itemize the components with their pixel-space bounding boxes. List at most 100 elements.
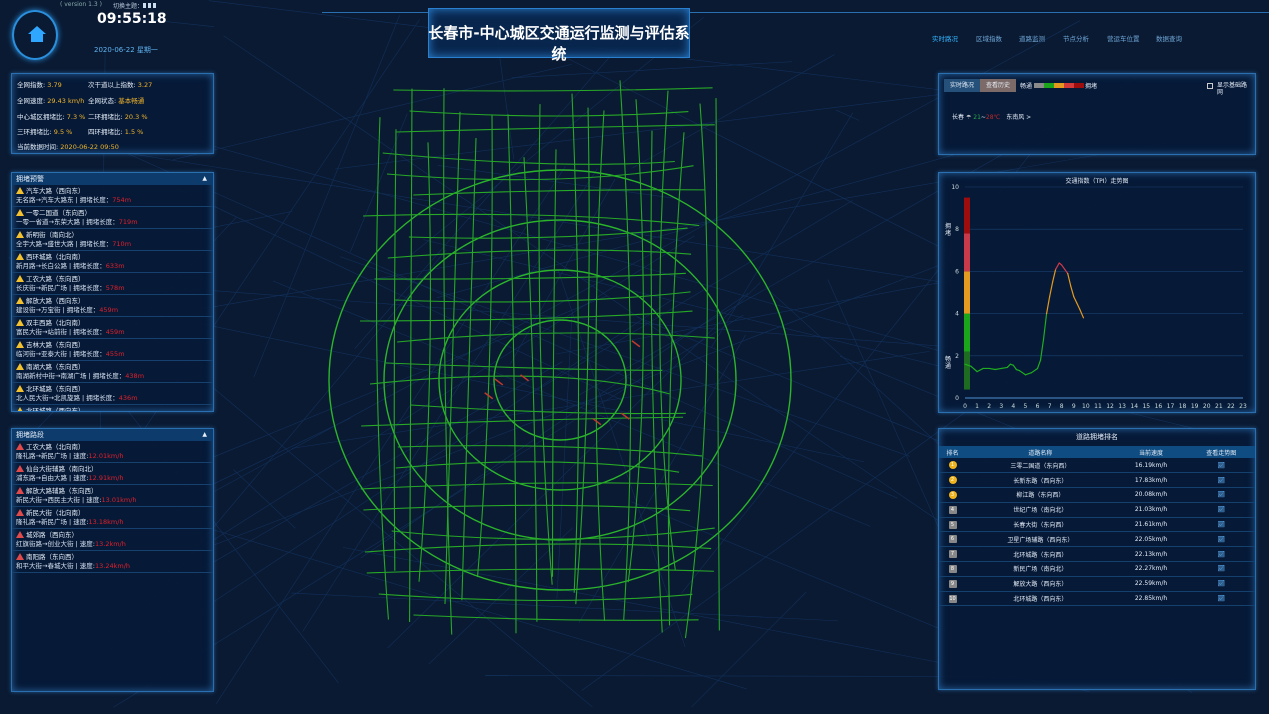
x-tick-label: 18 (1179, 403, 1187, 410)
trend-chart-icon[interactable]: 📈︎ (1217, 535, 1226, 543)
base-road (161, 20, 1081, 521)
ranking-row[interactable]: 7 北环城路（东向西） 22.13km/h 📈︎ (939, 546, 1255, 563)
secondary-index-label: 次干道以上指数: (88, 81, 136, 89)
warning-item[interactable]: 北环城路（东向西） 北人民大街→北凯旋路 | 拥堵长度：436m (12, 383, 213, 405)
base-road (113, 314, 744, 708)
warning-detail: 富民大街→站前街 | 拥堵长度：459m (16, 328, 209, 337)
trend-chart-icon[interactable]: 📈︎ (1217, 521, 1226, 529)
header-line-right (690, 12, 1269, 13)
x-tick-label: 9 (1072, 403, 1076, 410)
show-base-checkbox[interactable] (1207, 83, 1213, 89)
warning-road: 北环城路（东向西） (16, 385, 209, 394)
trend-chart-icon[interactable]: 📈︎ (1217, 580, 1226, 588)
warning-item[interactable]: 汽车大路（西向东） 无名路→汽车大路东 | 拥堵长度：754m (12, 185, 213, 207)
trend-chart-icon[interactable]: 📈︎ (1217, 461, 1226, 469)
road-segment (444, 111, 461, 604)
column-header: 道路名称 (966, 446, 1115, 458)
nav-tab-2[interactable]: 道路监测 (1019, 35, 1045, 43)
rank-cell: 1 (939, 458, 967, 474)
warning-item[interactable]: 工农大路（东向西） 长庆街→新民广场 | 拥堵长度：578m (12, 273, 213, 295)
congested-road: 工农大路（北向南） (16, 443, 209, 452)
tpi-line-segment (964, 363, 972, 367)
nav-tab-0[interactable]: 实时路况 (932, 35, 958, 43)
segment: 新民大街→西民主大街 | (16, 496, 87, 504)
length-label: 拥堵长度： (86, 394, 119, 402)
speed-value: 13.01km/h (101, 496, 137, 504)
congestion-warning-header[interactable]: 拥堵预警 ▲ (12, 173, 213, 185)
congested-list[interactable]: 工农大路（北向南） 隆礼路→新民广场 | 速度:12.01km/h 仙台大街辅路（南… (12, 441, 213, 573)
warning-item[interactable]: 北环城路（西向东） (12, 405, 213, 411)
current-speed: 22.13km/h (1114, 546, 1188, 563)
y-tick-label: 8 (955, 226, 959, 233)
road-segment (393, 129, 397, 571)
tab-history[interactable]: 查看历史 (980, 79, 1016, 92)
length-value: 754m (112, 196, 132, 204)
home-logo[interactable] (12, 10, 58, 60)
trend-cell: 📈︎ (1187, 531, 1255, 548)
ranking-row[interactable]: 8 新民广场（南向北） 22.27km/h 📈︎ (939, 561, 1255, 577)
theme-switch[interactable]: 切换主题： (113, 1, 158, 10)
road-name: 长春大街（东向西） (966, 517, 1115, 533)
warning-detail: 北人民大街→北凯旋路 | 拥堵长度：436m (16, 394, 209, 403)
road-name: 卫星广场辅路（西向东） (966, 531, 1115, 548)
warning-item[interactable]: 南湖大路（东向西） 南湖新村中街→南湖广场 | 拥堵长度：438m (12, 361, 213, 383)
trend-chart-icon[interactable]: 📈︎ (1217, 506, 1226, 514)
level-band (964, 271, 970, 314)
congested-item[interactable]: 工农大路（北向南） 隆礼路→新民广场 | 速度:12.01km/h (12, 441, 213, 463)
congested-item[interactable]: 仙台大街辅路（南向北） 浦东路→自由大路 | 速度:12.91km/h (12, 463, 213, 485)
ranking-row[interactable]: 10 北环城路（西向东） 22.85km/h 📈︎ (939, 591, 1255, 607)
road-segment (538, 104, 553, 585)
tpi-line-segment (1049, 281, 1054, 298)
ranking-row[interactable]: 4 世纪广场（南向北） 21.03km/h 📈︎ (939, 502, 1255, 518)
ranking-table: 排名 道路名称 当前速度 查看走势图 1 三零二国道（东向西） 16.19km/h 📈︎ 2 长… (939, 446, 1255, 607)
trend-chart-icon[interactable]: 📈︎ (1217, 595, 1226, 603)
ranking-row[interactable]: 2 长新东路（西向东） 17.83km/h 📈︎ (939, 472, 1255, 489)
ranking-row[interactable]: 5 长春大街（东向西） 21.61km/h 📈︎ (939, 517, 1255, 533)
ring4-value: 1.5 % (124, 128, 144, 136)
nav-tab-1[interactable]: 区域指数 (976, 35, 1002, 43)
congested-item[interactable]: 新民大街（北向南） 隆礼路→新民广场 | 速度:13.18km/h (12, 507, 213, 529)
tpi-line-segment (1064, 268, 1069, 275)
warning-item[interactable]: 一零二国道（东向西） 一零一省道→东荣大路 | 拥堵长度：719m (12, 207, 213, 229)
header-line-left (322, 12, 428, 13)
length-value: 459m (99, 306, 119, 314)
road-segment (595, 110, 606, 621)
collapse-icon[interactable]: ▲ (202, 175, 207, 182)
level-band (964, 351, 970, 390)
ranking-row[interactable]: 3 柳江路（东向西） 20.08km/h 📈︎ (939, 487, 1255, 503)
warning-item[interactable]: 新明街（南向北） 全宇大路→盛世大路 | 拥堵长度：710m (12, 229, 213, 251)
ranking-row[interactable]: 1 三零二国道（东向西） 16.19km/h 📈︎ (939, 458, 1255, 474)
congested-roads-header[interactable]: 拥堵路段 ▲ (12, 429, 213, 441)
warning-road: 北环城路（西向东） (16, 407, 209, 411)
nav-tab-3[interactable]: 节点分析 (1063, 35, 1089, 43)
x-tick-label: 14 (1130, 403, 1138, 410)
congested-detail: 浦东路→自由大路 | 速度:12.91km/h (16, 474, 209, 483)
warning-item[interactable]: 吉林大路（东向西） 临河街→亚泰大街 | 拥堵长度：455m (12, 339, 213, 361)
warning-list[interactable]: 汽车大路（西向东） 无名路→汽车大路东 | 拥堵长度：754m 一零二国道（东向西）… (12, 185, 213, 411)
congested-item[interactable]: 南阳路（东向西） 和平大街→春城大街 | 速度:13.24km/h (12, 551, 213, 573)
length-value: 719m (118, 218, 138, 226)
weather-city: 长春 (952, 114, 965, 121)
show-base-label[interactable]: 显示基础路网 (1217, 82, 1248, 96)
trend-chart-icon[interactable]: 📈︎ (1217, 476, 1226, 484)
warning-item[interactable]: 西环城路（北向南） 新月路→长白公路 | 拥堵长度：633m (12, 251, 213, 273)
congested-road: 解放大路辅路（东向西） (16, 487, 209, 496)
nav-tab-4[interactable]: 营运车位置 (1107, 35, 1140, 43)
page-title: 长春市-中心城区交通运行监测与评估系统 (428, 24, 690, 63)
tab-realtime[interactable]: 实时路况 (944, 79, 980, 92)
trend-chart-icon[interactable]: 📈︎ (1217, 491, 1226, 499)
congested-item[interactable]: 城郊路（西向东） 红旗街路→创业大街 | 速度:13.2km/h (12, 529, 213, 551)
nav-tab-5[interactable]: 数据查询 (1156, 35, 1182, 43)
warning-item[interactable]: 解放大路（西向东） 建设街→万宝街 | 拥堵长度：459m (12, 295, 213, 317)
congested-item[interactable]: 解放大路辅路（东向西） 新民大街→西民主大街 | 速度:13.01km/h (12, 485, 213, 507)
speed-label: 速度: (73, 452, 89, 460)
warning-item[interactable]: 双丰西路（北向南） 富民大街→站前街 | 拥堵长度：459m (12, 317, 213, 339)
ring-road (493, 319, 627, 441)
ranking-row[interactable]: 9 解放大路（西向东） 22.59km/h 📈︎ (939, 576, 1255, 592)
trend-chart-icon[interactable]: 📈︎ (1217, 550, 1226, 558)
collapse-icon[interactable]: ▲ (202, 431, 207, 438)
trend-chart-icon[interactable]: 📈︎ (1217, 565, 1226, 573)
weather[interactable]: 长春 ☂ 21~28℃ 东南风 > (952, 112, 1031, 121)
ranking-row[interactable]: 6 卫星广场辅路（西向东） 22.05km/h 📈︎ (939, 531, 1255, 548)
trend-cell: 📈︎ (1187, 576, 1255, 592)
